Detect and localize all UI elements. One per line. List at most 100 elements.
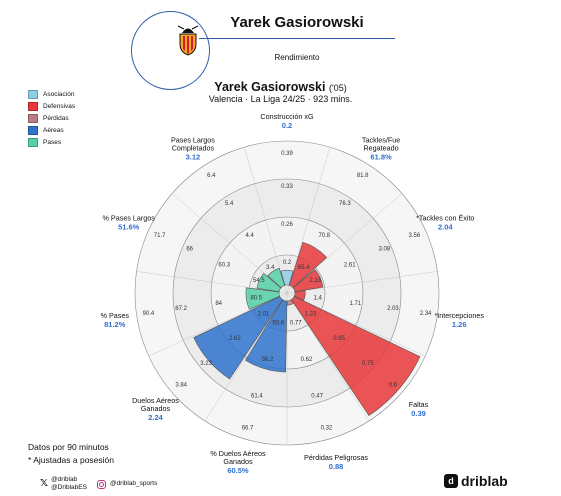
metric-value: 0.39 — [411, 409, 426, 418]
ring-tick-label: 3.08 — [378, 247, 390, 253]
ring-tick-label: 0.47 — [311, 394, 323, 400]
metric-name: Duelos Aéreos Ganados — [132, 396, 179, 413]
chart-subtitle: Valencia · La Liga 24/25 · 923 mins. — [208, 94, 353, 104]
metric-name: Pérdidas Peligrosas — [304, 453, 368, 462]
ring-tick-label: 0.95 — [333, 336, 345, 342]
ring-tick-label: 70.8 — [318, 233, 330, 239]
spoke-line — [243, 147, 288, 294]
legend-label: Aéreas — [43, 126, 64, 134]
ring-tick-label: 65.4 — [298, 265, 310, 271]
metric-name-line: Tackles/Fue — [362, 136, 400, 145]
instagram-handle[interactable]: @driblab_sports — [109, 480, 158, 487]
legend-swatch — [28, 89, 38, 99]
header-subtitle: Rendimiento — [274, 53, 320, 62]
ring-tick-label: 2.61 — [344, 262, 356, 268]
spoke-line — [171, 193, 288, 294]
ring-tick-label: 80.5 — [250, 295, 262, 301]
ring-tick-label: 1.23 — [305, 311, 317, 317]
brand-logo: d driblab — [444, 473, 508, 489]
ring-tick-label: 0.2 — [283, 260, 292, 266]
ring-tick-label: 0.77 — [290, 321, 302, 327]
metric-value: 51.6% — [118, 223, 140, 232]
metric-value: 2.04 — [438, 223, 453, 232]
metric-name-line: Pérdidas Peligrosas — [304, 453, 368, 462]
metric-wedge — [292, 269, 324, 293]
ring-tick-label: 54.5 — [253, 278, 265, 284]
metric-name-line: Ganados — [223, 457, 253, 466]
metric-wedge — [286, 299, 294, 306]
ring-tick-label: 2.62 — [229, 336, 241, 342]
metric-value: 61.8% — [370, 153, 392, 162]
ring-tick-label: 3.56 — [409, 233, 421, 239]
ring-tick-label: 0.75 — [362, 361, 374, 367]
metric-name-line: Pases Largos — [171, 136, 215, 145]
chart-title: Yarek Gasiorowski ('05) — [0, 80, 561, 94]
header-badge-circle — [131, 11, 210, 90]
legend-swatch — [28, 101, 38, 111]
brand-name: driblab — [461, 473, 508, 489]
spoke-line — [148, 292, 288, 357]
ring-tick-label: 66 — [186, 247, 193, 253]
metric-name-line: Faltas — [409, 400, 429, 409]
metric-name-line: Regateado — [363, 144, 398, 153]
ring-tick-label: 0.32 — [321, 425, 333, 431]
ring-tick-label: 56.2 — [262, 357, 274, 363]
metric-wedge — [245, 287, 281, 310]
metric-wedge — [293, 290, 306, 301]
chart-title-name: Yarek Gasiorowski — [214, 80, 326, 94]
ring-tick-label: 3.4 — [266, 265, 275, 271]
metric-name-line: % Duelos Aéreos — [210, 449, 266, 458]
ring-tick-label: 50.6 — [272, 321, 284, 327]
metric-label: Construcción xG0.2 — [260, 112, 314, 130]
metric-name: Faltas — [409, 400, 429, 409]
x-handles[interactable]: @driblab @DriblabES — [51, 476, 87, 492]
ring-tick-label: 60.3 — [218, 262, 230, 268]
metric-name-line: % Pases — [101, 311, 130, 320]
legend-swatch — [28, 137, 38, 147]
ring-tick-label: 3.23 — [200, 361, 212, 367]
ring-tick-label: 2.01 — [258, 311, 270, 317]
spoke-line — [286, 292, 370, 421]
metric-name: % Duelos Aéreos Ganados — [210, 449, 266, 466]
ring-tick-label: 84 — [215, 301, 222, 307]
metric-name-line: Duelos Aéreos — [132, 396, 179, 405]
footnote-per90: Datos por 90 minutos — [28, 442, 109, 452]
metric-name: Tackles/Fue Regateado — [362, 136, 400, 153]
metric-name: Pases Largos Completados — [171, 136, 215, 153]
metric-name: *Tackles con Éxito — [416, 214, 474, 223]
ring-tick-label: 90.4 — [143, 311, 155, 317]
spoke-line — [204, 292, 288, 421]
social-handles: 𝕏 @driblab @DriblabES @driblab_sports — [40, 476, 157, 492]
metric-name-line: % Pases Largos — [103, 214, 156, 223]
x-handle-secondary: @DriblabES — [51, 484, 87, 491]
legend-label: Asociación — [43, 90, 75, 98]
metric-wedge — [245, 299, 288, 373]
metric-name-line: *Intercepciones — [434, 311, 484, 320]
ring-tick-label: 2.34 — [420, 311, 432, 317]
x-logo-icon: 𝕏 — [40, 478, 49, 489]
ring-tick-label: 5.4 — [225, 201, 234, 207]
legend-label: Defensivas — [43, 102, 76, 110]
metric-value: 0.2 — [282, 121, 292, 130]
metric-name: % Pases — [101, 311, 130, 320]
spoke-line — [286, 271, 438, 294]
metric-wedge — [256, 273, 282, 293]
ring-tick-label: 61.4 — [251, 394, 263, 400]
instagram-icon — [96, 479, 106, 489]
driblab-logo-icon: d — [444, 474, 458, 488]
metric-wedge — [280, 269, 294, 286]
metric-name-line: Completados — [172, 144, 215, 153]
ring-tick-label: 1.4 — [314, 295, 323, 301]
legend-label: Pases — [43, 138, 62, 146]
metric-value: 81.2% — [104, 320, 126, 329]
metric-name: *Intercepciones — [434, 311, 484, 320]
legend-swatch — [28, 113, 38, 123]
